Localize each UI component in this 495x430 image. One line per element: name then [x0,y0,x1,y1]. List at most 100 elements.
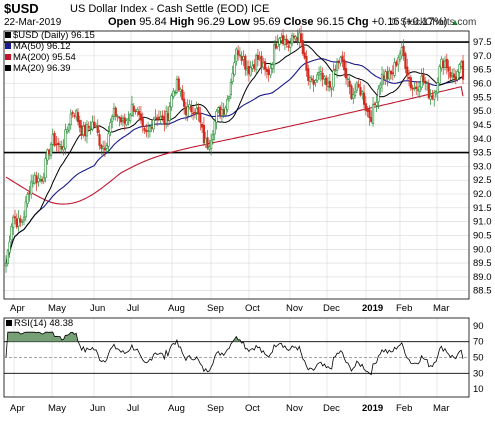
legend-label: $USD (Daily) 96.15 [13,30,95,41]
candle-body [384,71,387,80]
x-tick-label: Oct [245,303,260,314]
ma50-line [5,58,464,264]
candle-body [118,116,121,119]
candle-body [407,77,411,79]
candle-body [245,67,249,71]
description-text: US Dollar Index - Cash Settle (EOD) [70,3,248,15]
candle-body [420,75,423,88]
candle-body [12,216,15,228]
candle-body [116,115,119,118]
ma200-line [5,86,464,205]
candle-body [458,64,461,73]
candle-body [96,125,99,133]
price-tick-label: 91.0 [473,217,492,228]
candle-body [168,106,171,121]
rsi-tick-label: 70 [473,337,484,348]
candle-body [51,134,54,145]
candle-body [352,94,355,99]
candle-body [154,116,157,119]
candle-body [206,137,209,149]
candle-body [202,124,206,144]
candle-body [181,89,184,100]
price-tick-label: 93.0 [473,161,492,172]
price-tick-label: 91.5 [473,203,492,214]
x-tick-label: May [48,303,66,314]
rsi-swatch [6,320,12,326]
candle-body [353,91,357,97]
candle-body [8,241,11,253]
candle-body [240,55,243,61]
candle-body [294,36,297,40]
x-tick-label: Apr [10,303,25,314]
candle-body [343,59,346,71]
candle-body [461,60,465,80]
price-tick-label: 94.5 [473,120,492,131]
candle-body [26,194,29,204]
candle-body [319,71,322,75]
candle-body [377,88,380,102]
candle-body [262,62,265,68]
price-tick-label: 92.0 [473,189,492,200]
rsi-tick-label: 30 [473,368,484,379]
candle-body [55,143,58,146]
candle-body [263,61,267,70]
rsi-x-tick-label: 2019 [362,403,383,414]
candle-body [132,105,135,112]
candle-body [256,54,259,60]
candle-body [443,60,447,68]
candle-body [31,181,35,184]
candle-body [425,82,429,84]
candle-body [361,91,364,94]
candle-body [330,88,333,90]
candle-body [422,74,425,82]
low-value: 95.69 [252,16,281,28]
candle-body [303,52,306,59]
x-tick-label: 2019 [362,303,383,314]
legend-item-ma50: MA(50) 96.12 [5,41,71,52]
candle-body [272,44,276,66]
candle-body [339,57,342,64]
candle-body [134,110,137,113]
candle-body [334,68,337,71]
candle-body [283,39,286,45]
candle-body [438,66,441,84]
rsi-x-tick-label: Jul [127,403,139,414]
candle-body [85,124,89,137]
candle-body [308,77,312,83]
candle-body [174,91,177,94]
candle-body [84,124,87,137]
price-tick-label: 93.5 [473,148,492,159]
chg-up-icon: ▲ [450,17,460,27]
candle-body [120,117,123,123]
candle-body [224,107,227,116]
candle-body [100,144,103,149]
candle-body [112,108,116,117]
candle-body [285,38,288,45]
rsi-line [5,331,464,376]
candle-body [452,73,456,78]
candle-body [411,87,414,90]
candle-body [80,125,83,136]
candle-body [87,126,90,128]
candle-body [418,86,421,92]
candle-body [145,130,148,133]
legend-swatch [5,54,11,60]
chart-date: 22-Mar-2019 [4,17,62,28]
candle-body [427,83,430,99]
candle-body [170,95,173,108]
candle-body [424,80,427,84]
candle-body [57,142,60,145]
price-tick-label: 88.5 [473,286,492,297]
price-tick-label: 92.5 [473,175,492,186]
candle-body [89,127,92,129]
price-tick-label: 90.0 [473,244,492,255]
rsi-x-tick-label: Apr [10,403,25,414]
candle-body [310,78,313,80]
candle-body [33,174,36,184]
candle-body [208,146,211,150]
candle-body [235,48,238,62]
rsi-x-tick-label: Jun [90,403,105,414]
candle-body [247,66,250,75]
candle-body [22,216,26,221]
candle-body [289,42,292,48]
